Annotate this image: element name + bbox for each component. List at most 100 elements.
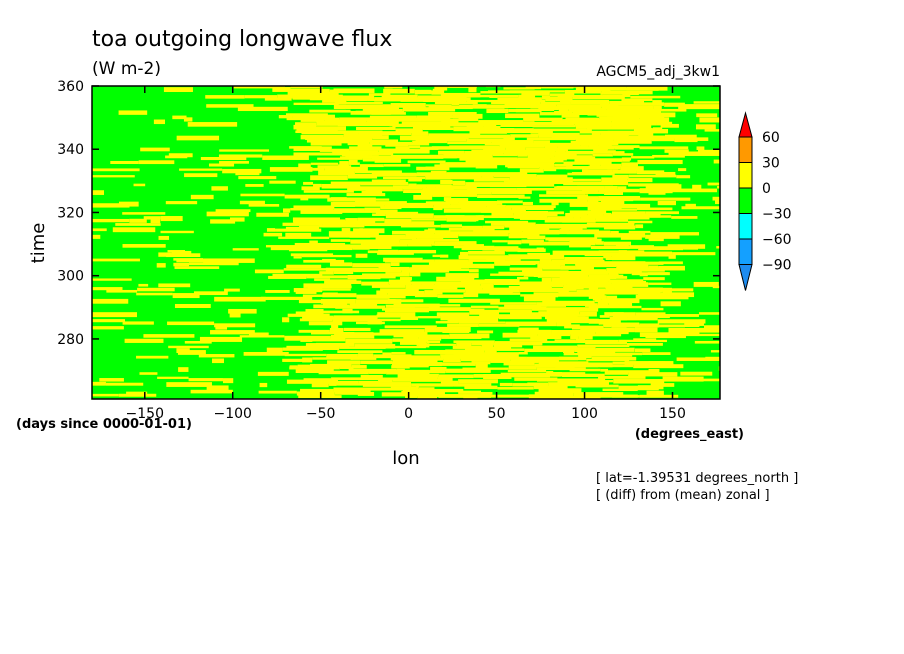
heatmap-cell [302, 315, 334, 320]
heatmap-cell [163, 87, 193, 93]
heatmap-cell [603, 255, 612, 259]
heatmap-cell [92, 234, 101, 239]
heatmap-cell [310, 142, 342, 146]
heatmap-cell [440, 254, 449, 258]
heatmap-cell [165, 201, 198, 205]
heatmap-cell [477, 394, 530, 398]
heatmap-cell [692, 378, 720, 382]
heatmap-cell [694, 340, 720, 344]
heatmap-cell [303, 181, 314, 185]
heatmap-cell [487, 318, 499, 323]
heatmap-cell [293, 152, 342, 156]
heatmap-cell [436, 312, 470, 317]
heatmap-cell [548, 211, 564, 215]
heatmap-cell [611, 124, 652, 129]
heatmap-cell [627, 267, 665, 272]
heatmap-cell [544, 314, 578, 320]
heatmap-cell [494, 341, 543, 346]
heatmap-cell [657, 319, 706, 324]
heatmap-cell [395, 146, 410, 150]
heatmap-cell [629, 245, 655, 249]
heatmap-cell [92, 190, 105, 195]
heatmap-cell [518, 94, 536, 99]
heatmap-cell [606, 107, 644, 113]
heatmap-cell [354, 332, 365, 337]
heatmap-cell [538, 177, 573, 183]
heatmap-cell [658, 265, 685, 271]
heatmap-cell [561, 112, 580, 118]
heatmap-cell [527, 252, 551, 258]
heatmap-cell [469, 310, 499, 315]
heatmap-cell [539, 198, 588, 203]
heatmap-cell [648, 282, 672, 285]
heatmap-cell [357, 143, 373, 149]
heatmap-cell [203, 258, 255, 263]
heatmap-cell [176, 259, 212, 263]
y-tick-label: 340 [57, 142, 84, 158]
heatmap-cell [238, 176, 277, 180]
heatmap-cell [118, 110, 148, 115]
heatmap-cell [471, 361, 491, 365]
heatmap-cell [411, 238, 459, 242]
heatmap-cell [438, 374, 474, 379]
heatmap-cell [369, 141, 413, 146]
heatmap-cell [696, 113, 718, 118]
heatmap-cell [359, 164, 384, 168]
heatmap-cell [443, 153, 457, 159]
heatmap-cell [138, 283, 149, 287]
heatmap-cell [417, 95, 467, 101]
heatmap-cell [329, 328, 344, 333]
heatmap-cell [435, 321, 459, 324]
heatmap-cell [582, 169, 613, 174]
colorbar-swatch [738, 187, 753, 214]
heatmap-cell [464, 285, 483, 291]
heatmap-cell [367, 152, 394, 156]
heatmap-cell [277, 94, 293, 99]
colorbar-label: −90 [762, 258, 792, 274]
heatmap-cell [322, 293, 357, 298]
heatmap-cell [342, 308, 353, 314]
heatmap-cell [466, 188, 517, 193]
chart-title: toa outgoing longwave flux [92, 27, 392, 52]
heatmap-cell [497, 260, 540, 265]
heatmap-cell [311, 331, 344, 335]
heatmap-cell [233, 86, 286, 89]
heatmap-cell [617, 186, 627, 191]
heatmap-cell [527, 382, 549, 387]
heatmap-cell [459, 104, 505, 109]
heatmap-cell [570, 86, 585, 88]
heatmap-cell [266, 228, 276, 232]
heatmap-cell [473, 177, 510, 182]
heatmap-cell [292, 217, 340, 223]
heatmap-cell [598, 305, 642, 309]
heatmap-cell [553, 372, 586, 377]
heatmap-cell [410, 281, 462, 285]
heatmap-cell [174, 266, 220, 269]
heatmap-cell [396, 368, 405, 374]
heatmap-cell [150, 219, 161, 223]
heatmap-cell [411, 282, 422, 287]
heatmap-cell [377, 312, 416, 317]
heatmap-cell [693, 281, 719, 287]
heatmap-cell [636, 170, 665, 175]
heatmap-cell [289, 365, 298, 369]
heatmap-cell [205, 95, 245, 99]
heatmap-cell [664, 102, 685, 107]
heatmap-cell [606, 268, 642, 274]
heatmap-cell [112, 227, 156, 233]
heatmap-cell [92, 326, 124, 330]
heatmap-cell [463, 244, 484, 248]
heatmap-cell [187, 122, 238, 127]
heatmap-cell [218, 154, 263, 158]
heatmap-cell [418, 387, 435, 392]
heatmap-cell [400, 316, 419, 320]
heatmap-cell [558, 291, 589, 296]
heatmap-cell [311, 382, 329, 388]
heatmap-cell [359, 228, 385, 234]
heatmap-cell [676, 357, 720, 361]
heatmap-cell [616, 264, 649, 270]
heatmap-cell [412, 140, 448, 144]
heatmap-cell [640, 197, 691, 201]
heatmap-cell [371, 179, 406, 184]
y-axis-ticks: 280 300 320 340 360 [57, 79, 720, 348]
